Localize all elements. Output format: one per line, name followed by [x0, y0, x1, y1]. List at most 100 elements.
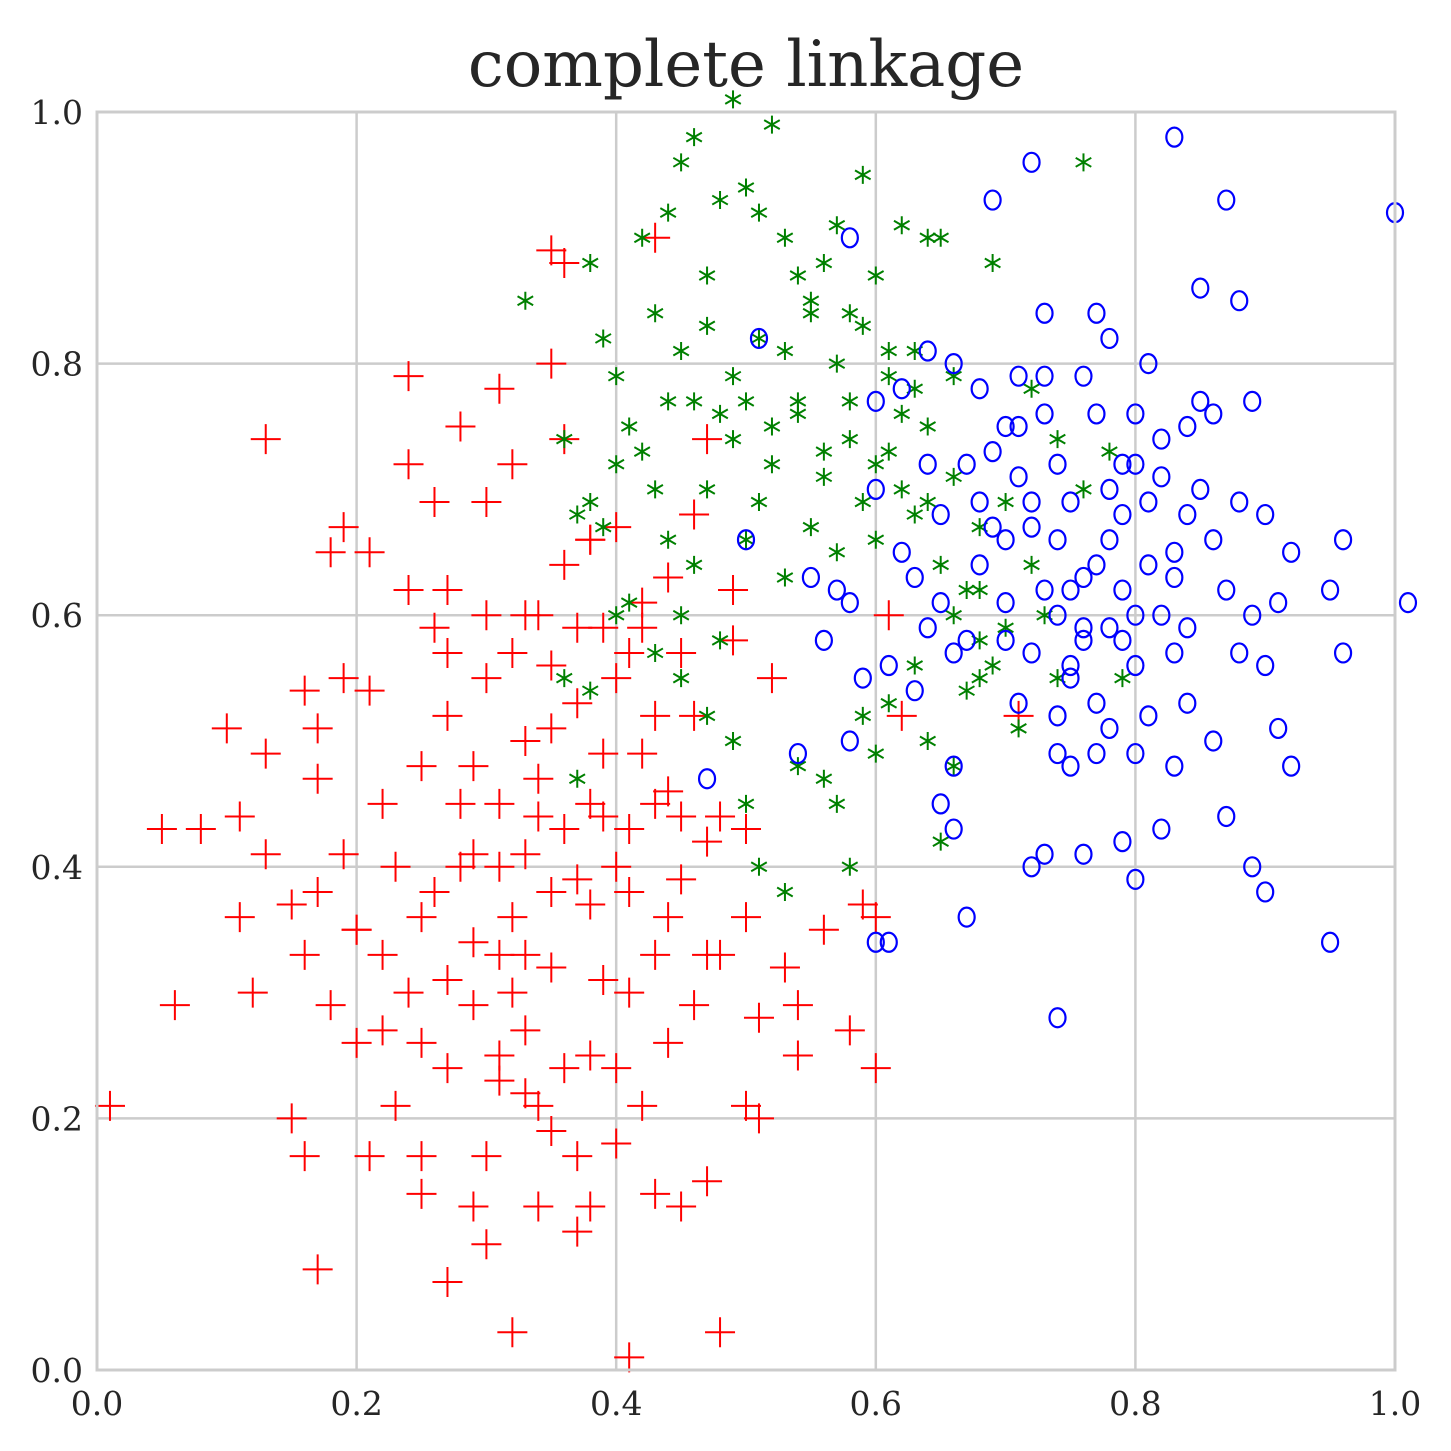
circle-marker — [1074, 365, 1093, 387]
circle-marker — [1009, 365, 1028, 387]
star-marker — [1049, 430, 1066, 449]
circle-marker — [879, 654, 898, 677]
plus-marker — [224, 902, 255, 933]
circle-marker — [1165, 126, 1184, 148]
plus-marker — [562, 1141, 593, 1172]
star-marker — [1010, 719, 1027, 738]
circle-marker — [1320, 931, 1340, 953]
plus-marker — [640, 788, 671, 819]
star-marker — [607, 367, 625, 386]
plus-marker — [523, 801, 554, 832]
plus-marker — [471, 600, 502, 631]
star-marker — [958, 581, 975, 600]
star-marker — [997, 618, 1014, 637]
circle-marker — [1165, 541, 1184, 563]
plus-marker — [458, 839, 489, 870]
circle-marker — [1113, 831, 1132, 853]
plus-marker — [159, 990, 190, 1021]
plus-marker — [250, 424, 281, 455]
circle-marker — [788, 742, 808, 765]
plus-marker — [705, 801, 736, 832]
plus-marker — [302, 713, 333, 744]
plus-marker — [731, 902, 761, 933]
plus-marker — [380, 851, 411, 882]
circle-marker — [996, 415, 1015, 438]
plus-marker — [847, 889, 878, 920]
star-marker — [984, 656, 1001, 675]
star-marker — [919, 228, 937, 247]
circle-marker — [944, 818, 963, 840]
circle-marker — [1191, 478, 1210, 500]
star-marker — [581, 681, 599, 700]
circle-marker — [866, 931, 885, 953]
star-marker — [568, 505, 586, 524]
circle-marker — [1282, 755, 1301, 777]
circle-marker — [1126, 453, 1145, 475]
circle-marker — [892, 541, 911, 563]
star-marker — [517, 291, 534, 310]
plus-marker — [588, 738, 619, 769]
circle-marker — [1035, 302, 1054, 324]
plus-marker — [705, 1317, 736, 1348]
plus-marker — [484, 1065, 515, 1096]
star-marker — [932, 555, 949, 574]
circle-marker — [1230, 491, 1249, 513]
star-marker — [893, 404, 911, 423]
plus-marker — [782, 1040, 813, 1071]
star-marker — [659, 203, 677, 222]
circle-marker — [1126, 868, 1145, 890]
star-marker — [854, 706, 872, 725]
star-marker — [568, 769, 586, 788]
plus-marker — [354, 675, 385, 706]
star-marker — [763, 115, 781, 134]
plus-marker — [497, 1317, 528, 1348]
plus-marker — [315, 990, 346, 1021]
circle-marker — [1243, 390, 1262, 412]
circle-marker — [1126, 403, 1145, 425]
circle-marker — [1139, 353, 1158, 375]
circle-marker — [1152, 818, 1171, 840]
circle-marker — [749, 327, 769, 350]
plus-marker — [328, 839, 359, 870]
circle-marker — [1191, 390, 1210, 412]
star-marker — [841, 304, 859, 323]
star-marker — [724, 367, 742, 386]
plus-marker — [237, 977, 268, 1008]
plus-marker — [536, 952, 567, 983]
plus-marker — [393, 575, 424, 606]
circle-marker — [1074, 617, 1093, 639]
data-points — [94, 90, 1418, 1373]
y-tick-label: 0.2 — [31, 1099, 83, 1138]
star-marker — [646, 480, 664, 499]
plus-marker — [627, 738, 658, 769]
circle-marker — [957, 453, 976, 475]
plus-marker — [393, 361, 424, 392]
circle-marker — [1061, 667, 1080, 689]
circle-marker — [1256, 881, 1275, 903]
star-marker — [945, 367, 962, 386]
star-marker — [906, 656, 924, 675]
plus-marker — [185, 814, 216, 845]
star-marker — [828, 543, 846, 562]
plus-marker — [380, 1090, 411, 1121]
star-marker — [672, 153, 690, 172]
circle-marker — [1022, 642, 1041, 664]
plus-marker — [640, 1178, 671, 1209]
plus-marker — [497, 449, 528, 480]
circle-marker — [827, 579, 846, 601]
plus-marker — [731, 814, 761, 845]
plus-marker — [471, 1229, 502, 1260]
star-marker — [802, 304, 820, 323]
star-marker — [854, 316, 872, 335]
star-marker — [971, 669, 988, 688]
star-marker — [867, 266, 885, 285]
plus-marker — [484, 788, 515, 819]
plus-marker — [393, 977, 424, 1008]
plus-marker — [432, 637, 463, 668]
plus-marker — [614, 814, 645, 845]
plus-marker — [406, 1027, 437, 1058]
circle-marker — [1243, 604, 1262, 626]
circle-marker — [1152, 604, 1171, 626]
star-marker — [997, 492, 1014, 511]
